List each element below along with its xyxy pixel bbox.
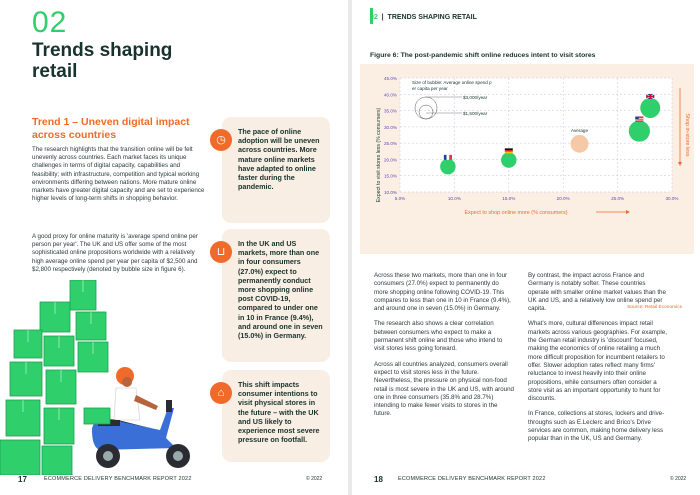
text-column-1: Across these two markets, more than one … bbox=[374, 272, 514, 426]
average-annotation: Average bbox=[571, 128, 588, 133]
x-tick-label: 10.0% bbox=[448, 196, 461, 201]
x-tick-label: 15.0% bbox=[502, 196, 515, 201]
column-2-paragraph-2: What's more, cultural differences impact… bbox=[528, 320, 667, 403]
text-column-2: By contrast, the impact across France an… bbox=[528, 272, 668, 451]
bubble-france bbox=[440, 158, 456, 175]
size-legend-title-line2: er capita per year bbox=[412, 86, 448, 91]
flag-us-icon bbox=[635, 117, 644, 119]
x-tick-label: 30.0% bbox=[665, 196, 678, 201]
flag-france-icon bbox=[446, 154, 450, 160]
right-axis-arrow-head bbox=[678, 162, 682, 166]
size-legend-title: Size of bubble: Average online spend p bbox=[412, 80, 492, 85]
y-tick-label: 10.0% bbox=[384, 190, 397, 195]
footer-report-title: ECOMMERCE DELIVERY BENCHMARK REPORT 2022 bbox=[398, 476, 546, 482]
store-icon: ⌂ bbox=[210, 382, 232, 404]
footer-copyright: © 2022 bbox=[306, 476, 323, 482]
y-tick-label: 15.0% bbox=[384, 174, 397, 179]
section-tag: 02 | TRENDS SHAPING RETAIL bbox=[370, 14, 477, 21]
bubble-uk bbox=[640, 97, 661, 118]
flag-germany-icon bbox=[504, 150, 513, 152]
size-legend-entry: $3,000/year bbox=[463, 95, 488, 100]
right-page: 02 | TRENDS SHAPING RETAIL Figure 6: The… bbox=[352, 0, 700, 495]
flag-us-icon bbox=[635, 116, 639, 120]
clock-icon: ◷ bbox=[210, 129, 232, 151]
chart-source: Source: Retail Economics bbox=[627, 305, 682, 310]
column-1-paragraph-3: Across all countries analyzed, consumers… bbox=[374, 360, 514, 418]
size-legend-circle-small bbox=[418, 104, 434, 120]
column-1-paragraph-1: Across these two markets, more than one … bbox=[374, 272, 511, 313]
figure-title: Figure 6: The post-pandemic shift online… bbox=[370, 52, 596, 59]
right-axis-label: Shop in-store less bbox=[684, 113, 690, 156]
y-tick-label: 30.0% bbox=[384, 125, 397, 130]
section-number: 02 bbox=[32, 6, 68, 39]
callout-text: This shift impacts consumer intentions t… bbox=[238, 380, 320, 445]
footer-copyright: © 2022 bbox=[670, 476, 687, 482]
column-2-paragraph-3: In France, collections at stores, locker… bbox=[528, 410, 665, 443]
column-2-paragraph-1: By contrast, the impact across France an… bbox=[528, 272, 666, 313]
section-tag-bar bbox=[370, 8, 373, 24]
bubble-us bbox=[628, 120, 650, 142]
boxes-and-scooter-icon bbox=[0, 279, 190, 476]
x-axis-label: Expect to shop online more (% consumers) bbox=[464, 210, 567, 216]
callout-text: The pace of online adoption will be unev… bbox=[238, 127, 320, 192]
section-tag-label: TRENDS SHAPING RETAIL bbox=[387, 14, 477, 21]
section-tag-number: 02 bbox=[370, 14, 378, 21]
x-axis-arrow-head bbox=[626, 210, 630, 214]
x-tick-label: 20.0% bbox=[557, 196, 570, 201]
footer-report-title: ECOMMERCE DELIVERY BENCHMARK REPORT 2022 bbox=[44, 476, 192, 482]
delivery-scooter-illustration bbox=[0, 279, 210, 476]
bubble-germany bbox=[501, 152, 517, 168]
x-tick-label: 5.0% bbox=[395, 196, 405, 201]
x-tick-label: 25.0% bbox=[611, 196, 624, 201]
flag-france-icon bbox=[443, 154, 447, 160]
y-tick-label: 25.0% bbox=[384, 141, 397, 146]
flag-france-icon bbox=[449, 154, 452, 160]
basket-icon: ⊔ bbox=[210, 241, 232, 263]
y-tick-label: 45.0% bbox=[384, 76, 397, 81]
flag-us-icon bbox=[635, 116, 644, 122]
trend-heading: Trend 1 – Uneven digital impact across c… bbox=[32, 116, 190, 141]
body-paragraph-1: The research highlights that the transit… bbox=[32, 146, 205, 203]
callout-text: In the UK and US markets, more than one … bbox=[238, 239, 323, 341]
body-paragraph-2: A good proxy for online maturity is 'ave… bbox=[32, 233, 198, 273]
column-1-paragraph-2: The research also shows a clear correlat… bbox=[374, 320, 503, 353]
y-tick-label: 20.0% bbox=[384, 157, 397, 162]
chart-panel: 10.0% 15.0% 20.0% 25.0% 30.0% 35.0% 40.0% 45.0%… bbox=[360, 64, 694, 310]
flag-germany-icon bbox=[504, 151, 513, 154]
page-title: Trends shaping retail bbox=[32, 40, 173, 82]
y-axis-label: Expect to visit stores less (% consumers… bbox=[376, 107, 382, 202]
left-page: 02 Trends shaping retail Trend 1 – Uneve… bbox=[0, 0, 348, 495]
page-number: 17 bbox=[18, 475, 27, 484]
flag-germany-icon bbox=[504, 148, 513, 151]
page-number: 18 bbox=[374, 475, 383, 484]
y-tick-label: 40.0% bbox=[384, 92, 397, 97]
size-legend-entry: $1,500/year bbox=[463, 111, 488, 116]
page-gutter bbox=[348, 0, 352, 495]
flag-uk-icon bbox=[646, 95, 655, 98]
callout-2: ⊔ In the UK and US markets, more than on… bbox=[210, 229, 330, 362]
y-tick-label: 35.0% bbox=[384, 109, 397, 114]
callout-3: ⌂ This shift impacts consumer intentions… bbox=[210, 370, 330, 462]
bubble-average bbox=[570, 134, 589, 153]
flag-us-icon bbox=[635, 119, 644, 121]
bubble-chart: 10.0% 15.0% 20.0% 25.0% 30.0% 35.0% 40.0% 45.0%… bbox=[376, 76, 690, 216]
callout-1: ◷ The pace of online adoption will be un… bbox=[210, 117, 330, 223]
